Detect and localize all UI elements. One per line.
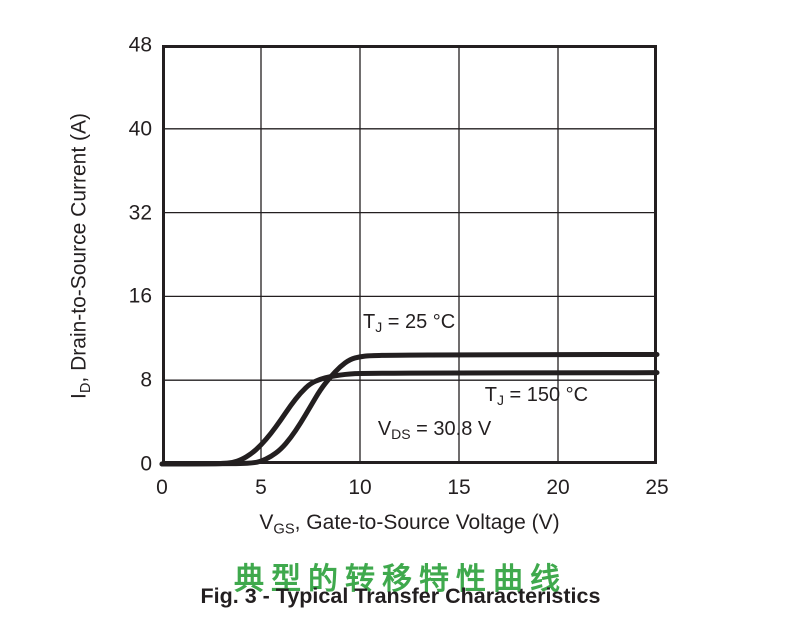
annotation-subscript: DS bbox=[391, 426, 411, 443]
x-tick-label: 20 bbox=[546, 476, 570, 499]
x-axis-title: VGS, Gate-to-Source Voltage (V) bbox=[162, 511, 657, 537]
annotation-v-ds-30-8-v: VDS = 30.8 V bbox=[378, 418, 491, 442]
annotation-value: = 150 °C bbox=[503, 383, 589, 406]
y-tick-label: 0 bbox=[140, 452, 152, 476]
curve-tj-150-c bbox=[159, 370, 660, 467]
annotation-value: = 30.8 V bbox=[410, 418, 492, 441]
y-axis-title-symbol: I bbox=[67, 393, 91, 400]
y-axis-title: ID, Drain-to-Source Current (A) bbox=[67, 47, 94, 466]
y-tick-label: 40 bbox=[128, 117, 152, 141]
annotation-subscript: J bbox=[496, 392, 504, 408]
caption-chinese: 典型的转移特性曲线 bbox=[234, 563, 567, 596]
curve-tj-25-c bbox=[159, 352, 660, 467]
annotation-value: = 25 °C bbox=[382, 310, 456, 333]
plot-svg bbox=[159, 45, 660, 467]
plot-frame bbox=[162, 45, 657, 464]
y-axis-title-text: , Drain-to-Source Current (A) bbox=[67, 112, 91, 383]
annotation-symbol: V bbox=[377, 418, 392, 441]
x-tick-label: 5 bbox=[255, 476, 267, 499]
x-axis-title-subscript: GS bbox=[273, 521, 295, 538]
x-tick-label: 10 bbox=[348, 476, 372, 499]
annotation-symbol: T bbox=[362, 310, 376, 333]
annotation-subscript: J bbox=[375, 318, 383, 335]
plot-area bbox=[159, 45, 660, 467]
annotation-t-j-25-c: TJ = 25 °C bbox=[363, 310, 455, 334]
x-tick-label: 0 bbox=[156, 476, 168, 499]
y-tick-label: 48 bbox=[128, 33, 152, 57]
x-axis-title-symbol: V bbox=[259, 511, 274, 534]
y-tick-label: 16 bbox=[128, 284, 152, 308]
y-tick-label: 8 bbox=[140, 368, 152, 392]
x-tick-label: 25 bbox=[645, 476, 669, 499]
x-axis-title-text: , Gate-to-Source Voltage (V) bbox=[294, 511, 560, 534]
figure-title: Fig. 3 - Typical Transfer Characteristic… bbox=[200, 584, 601, 608]
x-tick-label: 15 bbox=[447, 476, 471, 499]
annotation-t-j-150-c: TJ = 150 °C bbox=[485, 384, 588, 408]
y-tick-label: 32 bbox=[128, 201, 152, 225]
annotation-symbol: T bbox=[484, 383, 497, 406]
